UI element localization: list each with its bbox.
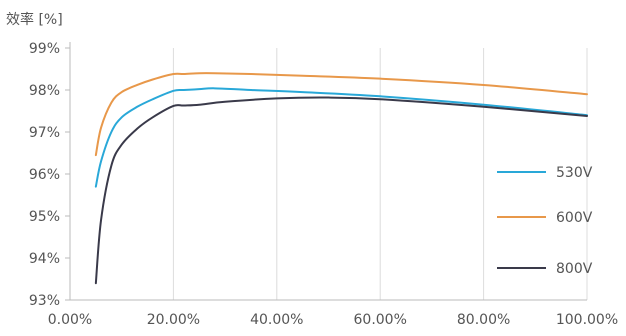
y-tick-label: 95%: [29, 209, 60, 225]
x-tick-label: 0.00%: [48, 312, 92, 328]
y-tick-label: 97%: [29, 125, 60, 141]
series-line-530V: [94, 87, 588, 188]
y-tick-label: 93%: [29, 293, 60, 309]
series-line-600V: [94, 72, 588, 157]
series-lines: [94, 72, 588, 285]
x-tick-label: 20.00%: [147, 312, 200, 328]
y-tick-label: 94%: [29, 251, 60, 267]
y-tick-label: 98%: [29, 83, 60, 99]
legend-label-600V: 600V: [556, 210, 593, 226]
legend-label-800V: 800V: [556, 261, 593, 277]
legend: 530V 600V 800V: [497, 165, 593, 277]
x-tick-label: 40.00%: [250, 312, 303, 328]
y-axis-title: 效率 [%]: [6, 11, 63, 28]
x-tick-label: 60.00%: [354, 312, 407, 328]
y-tick-label: 99%: [29, 41, 60, 57]
x-tick-label: 100.00%: [556, 312, 618, 328]
y-tick-label: 96%: [29, 167, 60, 183]
series-line-800V: [94, 96, 588, 285]
legend-label-530V: 530V: [556, 165, 593, 181]
x-tick-label: 80.00%: [457, 312, 510, 328]
axes: 93% 94% 95% 96% 97% 98% 99% 0.00% 20.00% 40.00% 60…: [29, 41, 618, 328]
